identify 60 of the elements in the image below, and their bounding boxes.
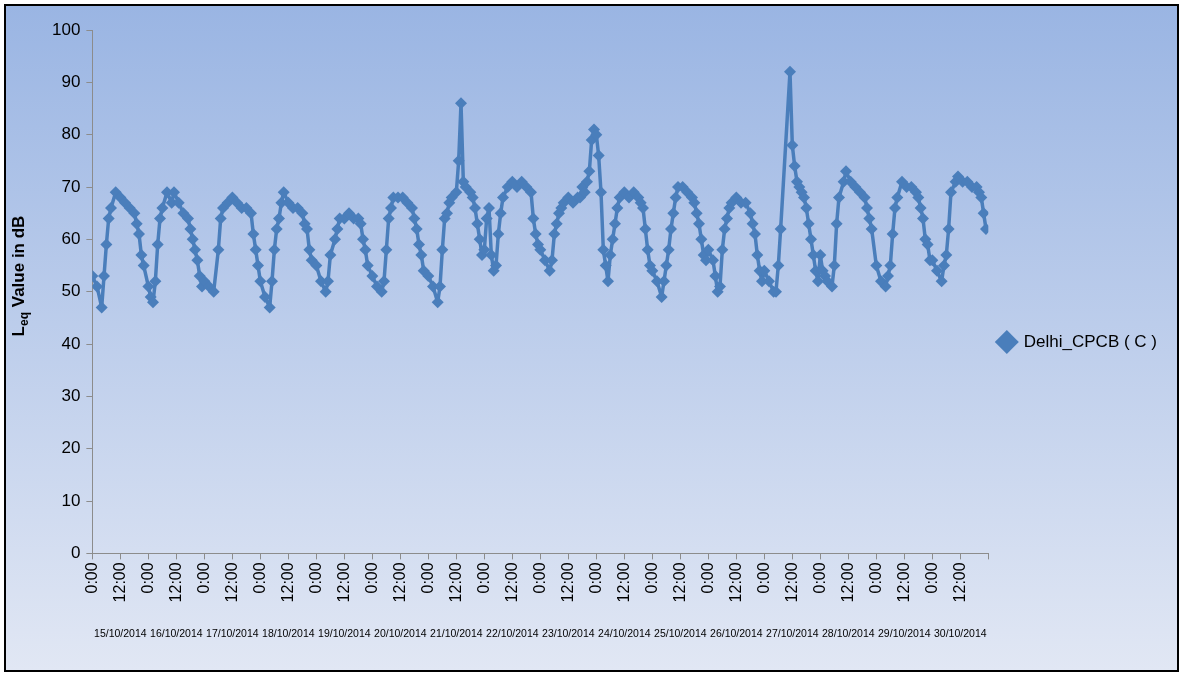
- x-tick-label: 12:00: [166, 562, 184, 603]
- x-tick-label: 12:00: [390, 562, 408, 603]
- y-tick-label: 80: [61, 124, 81, 144]
- x-tick-label: 0:00: [474, 562, 492, 594]
- x2-tick-label: 29/10/2014: [878, 626, 931, 639]
- x2-tick-label: 26/10/2014: [710, 626, 763, 639]
- y-tick-label: 90: [61, 72, 81, 92]
- x-tick-label: 12:00: [838, 562, 856, 603]
- x2-tick-label: 25/10/2014: [654, 626, 707, 639]
- y-tick-label: 30: [61, 386, 81, 406]
- y-tick-label: 60: [61, 229, 81, 249]
- legend-label: Delhi_CPCB ( C ): [1023, 331, 1158, 351]
- x2-tick-label: 23/10/2014: [542, 626, 595, 639]
- x-tick-label: 0:00: [642, 562, 660, 594]
- x-tick-label: 12:00: [502, 562, 520, 603]
- x-tick-label: 0:00: [586, 562, 604, 594]
- x-tick-label: 0:00: [698, 562, 716, 594]
- y-tick-label: 50: [61, 281, 81, 301]
- x-tick-label: 12:00: [222, 562, 240, 603]
- y-tick-label: 100: [51, 19, 81, 39]
- x-tick-label: 12:00: [950, 562, 968, 603]
- x-tick-label: 12:00: [782, 562, 800, 603]
- x-tick-label: 0:00: [138, 562, 156, 594]
- x-tick-label: 12:00: [670, 562, 688, 603]
- x-tick-label: 0:00: [250, 562, 268, 594]
- x-tick-label: 0:00: [530, 562, 548, 594]
- x-tick-label: 0:00: [922, 562, 940, 594]
- x-tick-label: 0:00: [754, 562, 772, 594]
- y-tick-label: 20: [61, 438, 81, 458]
- x-tick-label: 0:00: [418, 562, 436, 594]
- x2-tick-label: 30/10/2014: [934, 626, 987, 639]
- x2-tick-label: 21/10/2014: [430, 626, 483, 639]
- x2-tick-label: 20/10/2014: [374, 626, 427, 639]
- x-tick-label: 0:00: [194, 562, 212, 594]
- x2-tick-label: 24/10/2014: [598, 626, 651, 639]
- x-tick-label: 0:00: [866, 562, 884, 594]
- x2-tick-label: 16/10/2014: [150, 626, 203, 639]
- x2-tick-label: 15/10/2014: [94, 626, 147, 639]
- x2-tick-label: 27/10/2014: [766, 626, 819, 639]
- y-tick-label: 70: [61, 176, 81, 196]
- x-tick-label: 12:00: [558, 562, 576, 603]
- x-tick-label: 12:00: [278, 562, 296, 603]
- x-tick-label: 0:00: [82, 562, 100, 594]
- x2-tick-label: 22/10/2014: [486, 626, 539, 639]
- x-tick-label: 12:00: [446, 562, 464, 603]
- x2-tick-label: 28/10/2014: [822, 626, 875, 639]
- y-tick-label: 40: [61, 333, 81, 353]
- x-tick-label: 12:00: [894, 562, 912, 603]
- x-tick-label: 0:00: [810, 562, 828, 594]
- x2-tick-label: 17/10/2014: [206, 626, 259, 639]
- x-tick-label: 0:00: [362, 562, 380, 594]
- x-tick-label: 12:00: [334, 562, 352, 603]
- x-tick-label: 12:00: [614, 562, 632, 603]
- x-tick-label: 12:00: [726, 562, 744, 603]
- x-tick-label: 0:00: [306, 562, 324, 594]
- y-tick-label: 0: [70, 543, 81, 563]
- x2-tick-label: 19/10/2014: [318, 626, 371, 639]
- x-tick-label: 12:00: [110, 562, 128, 603]
- y-tick-label: 10: [61, 490, 81, 510]
- x2-tick-label: 18/10/2014: [262, 626, 315, 639]
